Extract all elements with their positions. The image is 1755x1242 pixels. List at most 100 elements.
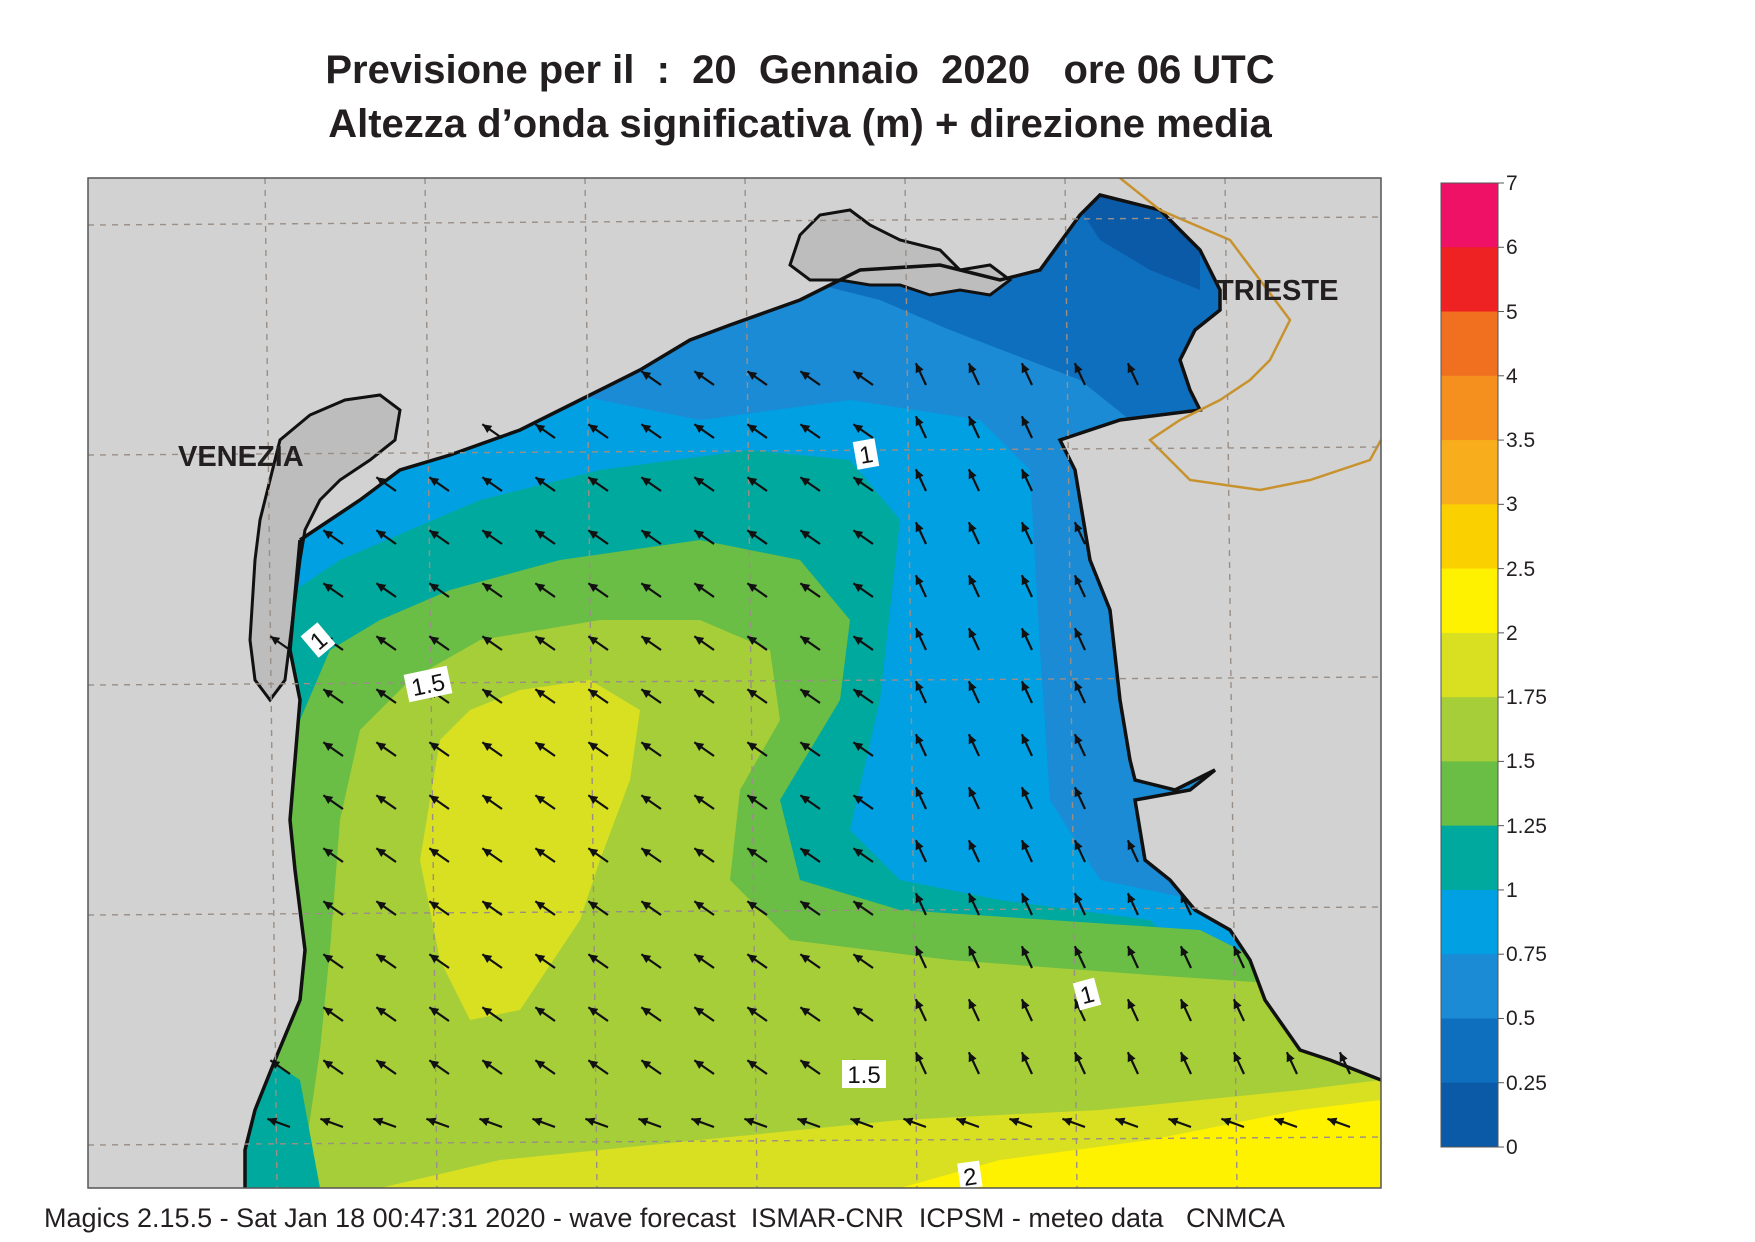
legend-level-label: 0.75 [1506, 943, 1547, 967]
wave-direction-arrow [587, 1059, 609, 1075]
wave-direction-arrow [1020, 574, 1033, 598]
wave-direction-arrow [322, 953, 344, 969]
legend-level-label: 1.25 [1506, 814, 1547, 838]
legend-level-label: 2.5 [1506, 557, 1536, 581]
wave-direction-arrow [1179, 945, 1192, 969]
wave-direction-arrow [799, 423, 821, 439]
wave-direction-arrow [693, 476, 715, 492]
wave-direction-arrow [534, 847, 556, 863]
wave-direction-arrow [967, 945, 980, 969]
legend-swatch [1441, 889, 1498, 955]
wave-direction-arrow [746, 582, 768, 598]
wave-direction-arrow [481, 741, 503, 757]
wave-direction-arrow [481, 900, 503, 916]
wave-direction-arrow [1073, 892, 1086, 916]
wave-direction-arrow [967, 839, 980, 863]
wave-direction-arrow [640, 1059, 662, 1075]
wave-direction-arrow [428, 476, 450, 492]
wave-direction-arrow [585, 1117, 609, 1129]
wave-direction-arrow [534, 582, 556, 598]
wave-direction-arrow [428, 794, 450, 810]
legend-level-label: 2 [1506, 621, 1518, 645]
legend-swatch [1441, 1082, 1498, 1148]
wave-direction-arrow [428, 953, 450, 969]
wave-direction-arrow [967, 521, 980, 545]
wave-direction-arrow [534, 688, 556, 704]
legend-swatch [1441, 375, 1498, 441]
wave-direction-arrow [914, 786, 927, 810]
wave-direction-arrow [914, 521, 927, 545]
wave-direction-arrow [1020, 468, 1033, 492]
wave-direction-arrow [799, 1059, 821, 1075]
wave-direction-arrow [852, 688, 874, 704]
wave-direction-arrow [481, 476, 503, 492]
wave-direction-arrow [587, 582, 609, 598]
wave-direction-arrow [746, 635, 768, 651]
wave-direction-arrow [914, 362, 927, 386]
wave-direction-arrow [967, 415, 980, 439]
legend-level-label: 1.5 [1506, 750, 1536, 774]
wave-direction-arrow [693, 635, 715, 651]
legend-swatch [1441, 697, 1498, 762]
wave-direction-arrow [914, 892, 927, 916]
wave-direction-arrow [428, 1059, 450, 1075]
wave-direction-arrow [1062, 1117, 1086, 1129]
wave-direction-arrow [852, 794, 874, 810]
wave-direction-arrow [746, 1006, 768, 1022]
wave-direction-arrow [693, 688, 715, 704]
legend-colorbar [1440, 182, 1504, 1148]
legend-level-label: 3.5 [1506, 429, 1536, 453]
legend-swatch [1441, 504, 1498, 570]
wave-direction-arrow [852, 370, 874, 386]
wave-direction-arrow [1285, 1051, 1298, 1075]
wave-direction-arrow [587, 529, 609, 545]
legend-level-label: 1 [1506, 878, 1518, 902]
contour-label: 1.5 [842, 1060, 886, 1089]
legend-swatch [1441, 632, 1498, 698]
lat-lon-grid [88, 178, 1381, 1188]
wave-direction-arrow [428, 635, 450, 651]
wave-direction-arrow [746, 953, 768, 969]
wave-direction-arrow [375, 900, 397, 916]
wave-direction-arrow [914, 680, 927, 704]
wave-direction-arrow [322, 1059, 344, 1075]
wave-direction-arrow [532, 1117, 556, 1129]
wave-direction-arrow [967, 627, 980, 651]
wave-direction-arrow [375, 582, 397, 598]
wave-direction-arrow [850, 1117, 874, 1129]
wave-direction-arrow [534, 1006, 556, 1022]
wave-direction-arrow [693, 900, 715, 916]
wave-direction-arrow [1020, 415, 1033, 439]
wave-direction-arrow [587, 794, 609, 810]
wave-direction-arrow [375, 741, 397, 757]
wave-direction-arrow [375, 635, 397, 651]
wave-direction-arrow [322, 688, 344, 704]
wave-direction-arrow [693, 529, 715, 545]
wave-direction-arrow [1073, 627, 1086, 651]
wave-direction-arrow [852, 847, 874, 863]
wave-direction-arrow [1020, 362, 1033, 386]
legend-level-label: 6 [1506, 236, 1518, 260]
wave-direction-arrow [1073, 1051, 1086, 1075]
wave-direction-arrow [1327, 1117, 1351, 1129]
wave-direction-arrow [799, 370, 821, 386]
chart-subtitle: Altezza d’onda significativa (m) + direz… [328, 102, 1272, 146]
wave-direction-arrow [428, 741, 450, 757]
wave-direction-arrow [691, 1117, 715, 1129]
wave-direction-arrow [693, 423, 715, 439]
wave-direction-arrow [322, 529, 344, 545]
wave-direction-arrow [1073, 362, 1086, 386]
wave-direction-arrow [1274, 1117, 1298, 1129]
wave-direction-arrow [322, 794, 344, 810]
wave-direction-arrow [375, 794, 397, 810]
wave-direction-arrow [481, 953, 503, 969]
wave-direction-arrow [1020, 521, 1033, 545]
wave-direction-arrow [967, 998, 980, 1022]
wave-direction-arrow [746, 688, 768, 704]
wave-direction-arrow [1020, 892, 1033, 916]
wave-direction-arrow [640, 635, 662, 651]
wave-direction-arrow [1020, 786, 1033, 810]
wave-direction-arrow [269, 635, 291, 651]
wave-direction-arrow [479, 1117, 503, 1129]
contour-label: 1 [1072, 977, 1102, 1011]
